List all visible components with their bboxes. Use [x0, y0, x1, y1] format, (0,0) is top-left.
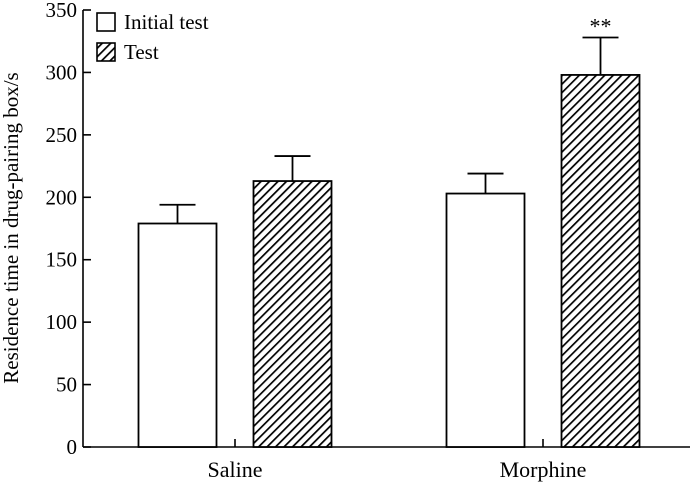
legend-label: Initial test [124, 10, 209, 34]
legend-label: Test [124, 40, 159, 64]
bar [252, 180, 333, 448]
legend-swatch [96, 42, 116, 62]
legend: Initial test Test [96, 10, 209, 64]
y-tick-label: 300 [46, 60, 78, 84]
bar [137, 222, 218, 448]
bar [445, 192, 526, 448]
category-label: Saline [208, 457, 263, 482]
y-tick-label: 350 [46, 0, 78, 22]
y-tick-label: 0 [67, 435, 78, 459]
y-tick-label: 100 [46, 310, 78, 334]
y-tick-label: 200 [46, 185, 78, 209]
bars-layer: ** [137, 13, 641, 448]
bar [560, 74, 641, 448]
y-tick-label: 150 [46, 248, 78, 272]
y-tick-label: 250 [46, 123, 78, 147]
axes: 0 50 100 150 200 250 300 350 Saline Morphine [46, 0, 690, 482]
legend-swatch [96, 12, 116, 32]
y-tick-label: 50 [56, 373, 77, 397]
significance-label: ** [590, 13, 612, 38]
category-label: Morphine [500, 457, 587, 482]
y-axis-title: Residence time in drug-pairing box/s [0, 72, 23, 383]
